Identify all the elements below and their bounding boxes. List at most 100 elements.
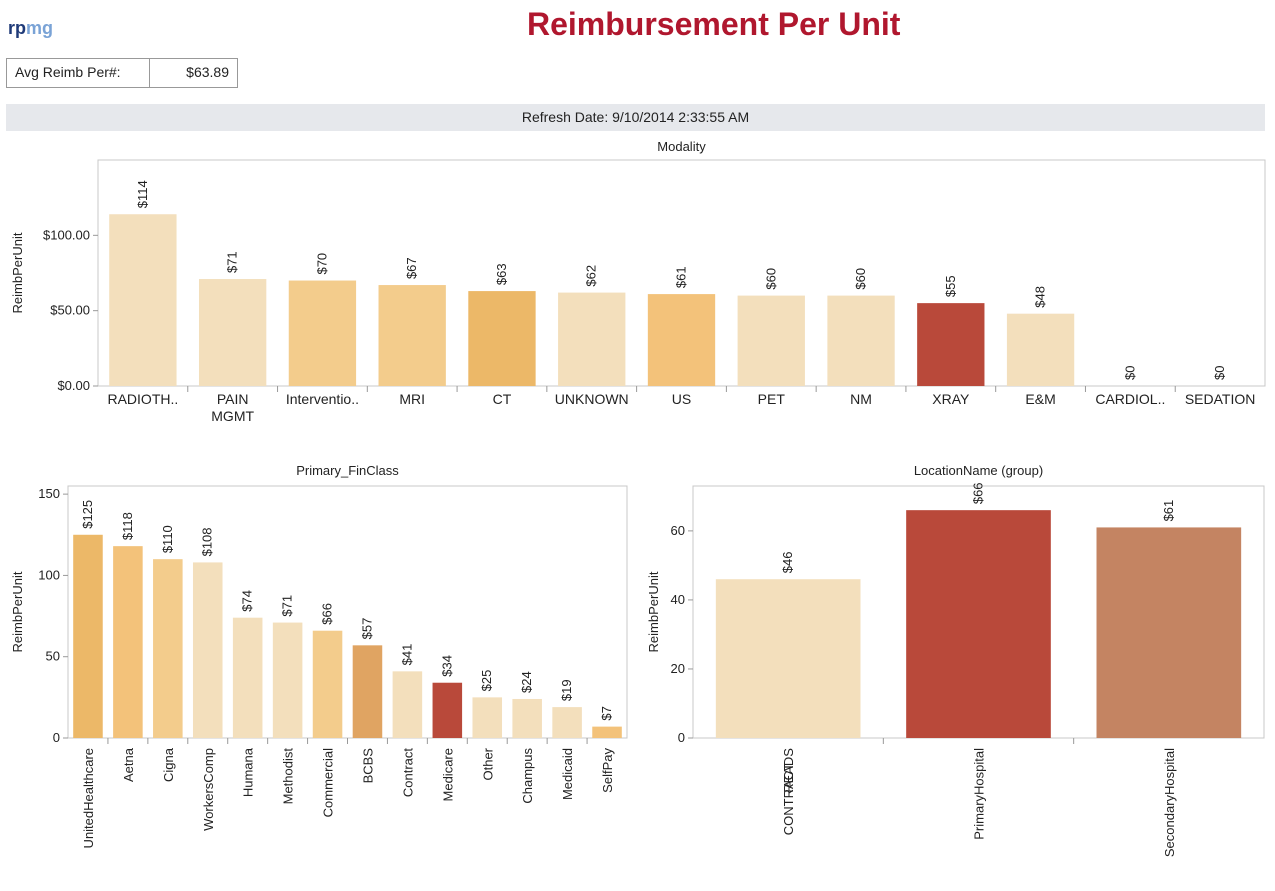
bar [198,279,267,386]
y-tick-label: 150 [38,486,60,501]
x-category-label: XRAY [932,391,970,407]
x-category-label-line: READS [781,748,796,793]
bar-value-label: $70 [314,253,329,275]
bar [715,579,861,738]
bar-value-label: $67 [404,257,419,279]
bar [113,546,143,738]
x-category-label: US [672,391,691,407]
bar-value-label: $118 [120,512,135,540]
x-category-label: Cigna [161,747,176,782]
bar-value-label: $66 [971,482,986,504]
bar [552,707,582,738]
bar [432,682,463,738]
bar [73,534,103,738]
bar-value-label: $0 [1212,366,1227,380]
plot-frame [67,485,628,739]
finclass-chart: Primary_FinClass ReimbPerUnit 0 50 100 150 $12… [10,463,628,848]
bar [472,697,503,738]
bar [647,294,716,386]
bar-value-label: $55 [943,275,958,297]
x-category-label: Commercial [321,748,336,817]
bar [558,292,626,386]
logo-mg: mg [26,18,53,38]
x-category-label: RADIOTH.. [107,391,178,407]
bar-value-label: $60 [763,268,778,290]
x-category-label: PAIN MGMT [211,391,254,424]
y-tick-label: 100 [38,567,60,582]
bar [512,698,542,738]
bar [906,510,1051,738]
bar [288,280,357,386]
x-category-label-line: PAIN [217,391,249,407]
y-tick-label: 0 [678,730,685,745]
x-category-label: PET [758,391,786,407]
bar-value-label: $108 [200,527,215,556]
x-category-label-line: MGMT [211,408,254,424]
x-category-label: Humana [241,747,256,797]
y-tick-label: 20 [671,661,685,676]
bar-value-label: $114 [135,180,150,208]
bar [737,295,805,386]
bar [272,622,303,738]
bar-value-label: $34 [439,655,454,677]
bar [378,285,446,386]
x-category-label: CONTRACTREADS [781,748,796,836]
bar-value-label: $60 [853,268,868,290]
y-axis-label: ReimbPerUnit [10,232,25,313]
bar-value-label: $71 [225,251,240,273]
x-category-label: Interventio.. [286,391,359,407]
logo-rp: rp [8,18,26,38]
bar-value-label: $46 [780,552,795,574]
y-tick-label: $50.00 [50,303,90,318]
modality-chart: Modality ReimbPerUnit $0.00 $50.00 $100.00 $1… [10,139,1266,424]
kpi-value: $63.89 [186,64,229,80]
x-category-label: NM [850,391,872,407]
rpmg-logo: rpmg [8,18,53,39]
bar-value-label: $24 [519,671,534,693]
x-category-label: Aetna [121,747,136,782]
x-category-label: E&M [1025,391,1055,407]
bar-value-label: $74 [240,590,255,612]
bar [392,671,423,738]
y-tick-label: 0 [53,730,60,745]
y-tick-label: $100.00 [43,227,90,242]
chart-title: Modality [657,139,706,154]
bar-value-label: $25 [479,670,494,692]
x-category-label: UnitedHealthcare [81,748,96,848]
bar [352,645,383,738]
bar-value-label: $41 [399,644,414,666]
location-chart: LocationName (group) ReimbPerUnit 0 20 40 60 $… [646,463,1265,857]
x-category-label: SecondaryHospital [1162,748,1177,857]
y-tick-label: 60 [671,523,685,538]
bar-value-label: $125 [80,500,95,529]
kpi-label: Avg Reimb Per#: [7,59,150,87]
bar [109,214,177,386]
x-category-label: WorkersComp [201,748,216,831]
bar-value-label: $63 [494,263,509,285]
x-category-label: Contract [400,748,415,798]
x-category-label: BCBS [360,748,375,784]
bar-value-label: $0 [1122,366,1137,380]
x-category-label: SEDATION [1185,391,1256,407]
bar-value-label: $48 [1033,286,1048,308]
bar-value-label: $57 [359,618,374,640]
x-category-label: Medicare [440,748,455,801]
x-category-label: Methodist [281,748,296,805]
x-category-label: CARDIOL.. [1095,391,1165,407]
x-category-label-line: CONTRACT [781,763,796,835]
bar [827,295,895,386]
bar-value-label: $66 [320,603,335,625]
x-category-label: CT [493,391,512,407]
chart-title: LocationName (group) [914,463,1043,478]
bar [232,617,263,738]
bar [917,303,985,386]
y-axis-label: ReimbPerUnit [10,571,25,652]
avg-reimb-kpi: Avg Reimb Per#: $63.89 [6,58,238,88]
x-category-label: MRI [399,391,425,407]
y-tick-label: 50 [46,649,60,664]
bar-value-label: $7 [599,706,614,720]
bar-value-label: $61 [674,266,689,288]
bar-value-label: $71 [280,595,295,617]
y-tick-label: 40 [671,592,685,607]
x-category-label: Other [480,747,495,780]
